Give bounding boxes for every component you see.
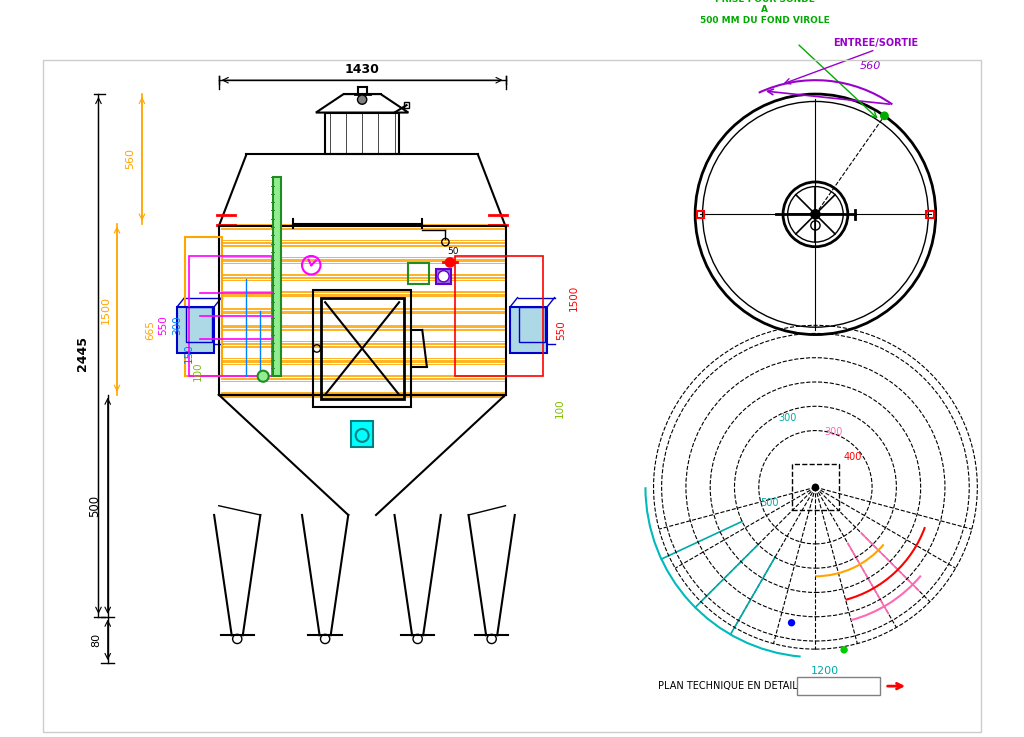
Bar bbox=[184, 237, 221, 376]
Circle shape bbox=[438, 270, 450, 282]
Bar bbox=[321, 298, 403, 399]
Text: 100: 100 bbox=[555, 399, 564, 419]
Circle shape bbox=[812, 483, 819, 491]
Text: Documentation: Documentation bbox=[804, 682, 873, 691]
Bar bbox=[186, 307, 212, 342]
Text: 1430: 1430 bbox=[345, 63, 380, 76]
Bar bbox=[793, 464, 839, 510]
Text: ENTREE/SORTIE: ENTREE/SORTIE bbox=[833, 38, 919, 48]
Text: 500: 500 bbox=[88, 495, 101, 517]
Circle shape bbox=[811, 210, 820, 219]
Text: 150: 150 bbox=[183, 343, 194, 363]
Circle shape bbox=[357, 95, 367, 104]
Text: 80: 80 bbox=[91, 633, 101, 647]
Text: 1200: 1200 bbox=[811, 666, 839, 676]
Text: 400: 400 bbox=[843, 453, 861, 462]
Bar bbox=[409, 263, 429, 284]
Bar bbox=[697, 211, 705, 218]
Text: 1500: 1500 bbox=[568, 284, 579, 311]
Bar bbox=[927, 211, 934, 218]
Bar bbox=[313, 290, 412, 407]
Text: 665: 665 bbox=[145, 320, 155, 340]
Bar bbox=[455, 256, 543, 376]
Bar bbox=[351, 421, 373, 447]
Text: 560: 560 bbox=[860, 61, 882, 71]
Bar bbox=[326, 113, 399, 154]
Text: 560: 560 bbox=[126, 148, 135, 170]
Circle shape bbox=[841, 646, 848, 654]
Circle shape bbox=[445, 258, 455, 267]
Text: 2445: 2445 bbox=[76, 335, 89, 371]
Text: PRISE POUR SONDE
A
500 MM DU FOND VIROLE: PRISE POUR SONDE A 500 MM DU FOND VIROLE bbox=[699, 0, 829, 24]
Text: 50: 50 bbox=[447, 247, 459, 256]
Text: 1500: 1500 bbox=[100, 296, 111, 324]
Circle shape bbox=[787, 619, 796, 626]
Text: 300: 300 bbox=[778, 413, 797, 423]
Bar bbox=[403, 102, 410, 108]
Text: 550: 550 bbox=[556, 320, 566, 340]
Text: 550: 550 bbox=[158, 315, 168, 335]
Text: 100: 100 bbox=[193, 362, 203, 382]
Bar bbox=[219, 226, 506, 395]
Circle shape bbox=[258, 371, 268, 382]
Bar bbox=[510, 307, 547, 353]
Bar bbox=[519, 307, 546, 342]
Text: 300: 300 bbox=[824, 427, 843, 437]
Text: 300: 300 bbox=[172, 315, 181, 335]
Bar bbox=[177, 307, 214, 353]
Bar bbox=[189, 256, 272, 376]
Bar bbox=[436, 269, 451, 284]
Circle shape bbox=[881, 112, 888, 119]
Text: PLAN TECHNIQUE EN DETAILS DANS: PLAN TECHNIQUE EN DETAILS DANS bbox=[658, 681, 835, 691]
Bar bbox=[273, 178, 281, 376]
Text: 500: 500 bbox=[760, 498, 778, 509]
Bar bbox=[797, 677, 881, 696]
